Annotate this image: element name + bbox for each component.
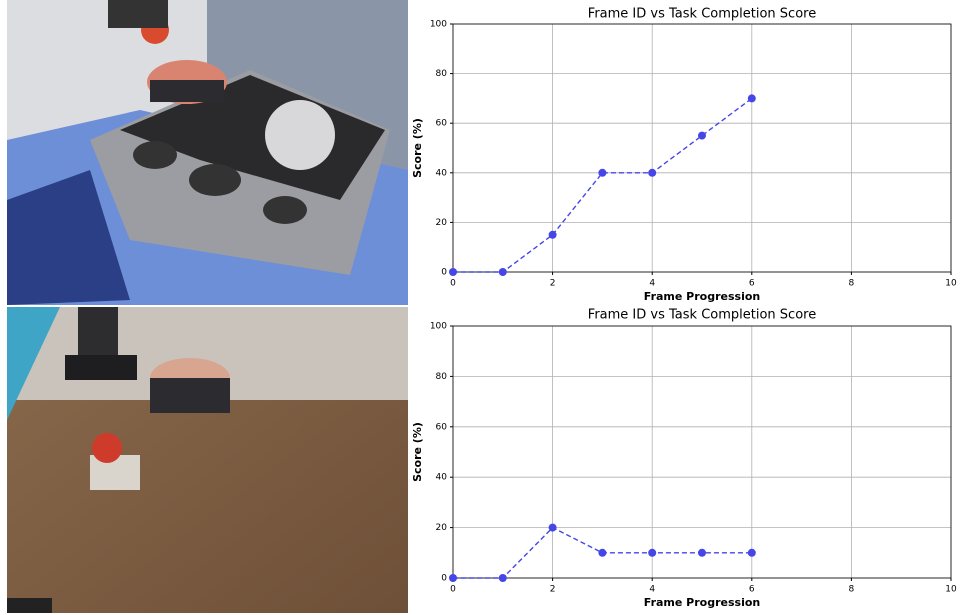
data-point — [747, 94, 756, 103]
data-point — [498, 268, 507, 276]
y-tick-label: 60 — [436, 422, 448, 432]
photo-bottom — [7, 307, 408, 613]
y-tick-label: 20 — [436, 218, 448, 228]
data-point — [698, 548, 706, 557]
data-point — [698, 131, 706, 140]
y-tick-label: 100 — [430, 322, 447, 332]
y-tick-label: 80 — [436, 372, 448, 382]
y-tick-label: 0 — [441, 574, 447, 584]
data-line — [453, 97, 753, 273]
x-tick-label: 4 — [649, 585, 655, 595]
data-point — [747, 548, 756, 557]
plot-frame — [452, 325, 952, 579]
data-point — [648, 548, 657, 557]
x-tick-label: 10 — [945, 279, 957, 289]
chart-title: Frame ID vs Task Completion Score — [588, 7, 816, 22]
data-point — [648, 168, 657, 177]
x-axis-label: Frame Progression — [644, 596, 760, 609]
data-point — [449, 268, 457, 276]
x-tick-label: 4 — [649, 279, 655, 289]
x-tick-label: 6 — [749, 585, 755, 595]
x-tick-label: 10 — [945, 585, 957, 595]
data-point — [548, 523, 557, 532]
data-point — [449, 574, 457, 582]
y-tick-label: 40 — [436, 473, 448, 483]
y-axis-label: Score (%) — [411, 422, 424, 482]
y-tick-label: 100 — [430, 20, 447, 30]
y-tick-label: 60 — [436, 119, 448, 129]
data-point — [598, 168, 607, 177]
x-tick-label: 0 — [450, 585, 456, 595]
x-tick-label: 2 — [550, 585, 556, 595]
y-tick-label: 40 — [436, 168, 448, 178]
y-tick-label: 80 — [436, 69, 448, 79]
data-point — [498, 574, 507, 582]
x-tick-label: 8 — [849, 279, 855, 289]
photo-top — [7, 0, 408, 305]
x-axis-label: Frame Progression — [644, 290, 760, 303]
plot-frame — [452, 23, 952, 273]
x-tick-label: 6 — [749, 279, 755, 289]
data-point — [598, 548, 607, 557]
x-tick-label: 8 — [849, 585, 855, 595]
chart-title: Frame ID vs Task Completion Score — [588, 308, 816, 323]
x-tick-label: 0 — [450, 279, 456, 289]
x-tick-label: 2 — [550, 279, 556, 289]
data-point — [548, 230, 557, 239]
y-tick-label: 20 — [436, 523, 448, 533]
y-axis-label: Score (%) — [411, 118, 424, 178]
y-tick-label: 0 — [441, 268, 447, 278]
